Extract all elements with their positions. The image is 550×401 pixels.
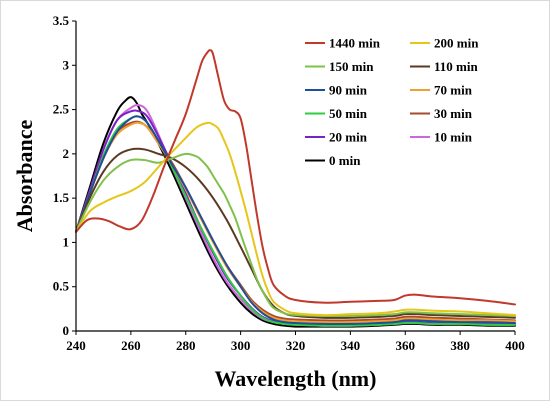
y-tick-label: 2.5 <box>53 102 70 117</box>
legend: 1440 min 200 min 150 min 110 min 90 min 70 mi… <box>305 36 479 168</box>
legend-label: 70 min <box>434 83 473 98</box>
series-line-70-min <box>75 121 516 324</box>
legend-label: 20 min <box>329 130 368 145</box>
series-line-110-min <box>75 147 516 319</box>
legend-item-200-min: 200 min <box>410 36 479 51</box>
series-line-90-min <box>75 115 516 326</box>
legend-label: 1440 min <box>329 36 381 51</box>
legend-item-30-min: 30 min <box>410 106 473 121</box>
legend-label: 90 min <box>329 83 368 98</box>
x-tick-label: 340 <box>341 338 361 353</box>
y-tick-label: 3 <box>63 57 70 72</box>
legend-label: 150 min <box>329 59 374 74</box>
x-tick-label: 320 <box>286 338 306 353</box>
legend-item-70-min: 70 min <box>410 83 473 98</box>
legend-label: 10 min <box>434 130 473 145</box>
x-tick-label: 240 <box>66 338 86 353</box>
legend-label: 200 min <box>434 36 479 51</box>
legend-item-1440-min: 1440 min <box>305 36 381 51</box>
x-tick-label: 360 <box>396 338 416 353</box>
legend-item-10-min: 10 min <box>410 130 473 145</box>
series-line-150-min <box>75 152 516 318</box>
x-axis-title: Wavelength (nm) <box>215 366 377 391</box>
x-tick-label: 400 <box>505 338 525 353</box>
x-tick-label: 280 <box>176 338 196 353</box>
x-tick-label: 260 <box>121 338 141 353</box>
legend-item-150-min: 150 min <box>305 59 374 74</box>
y-tick-label: 3.5 <box>53 13 70 28</box>
y-tick-label: 1.5 <box>53 190 70 205</box>
y-tick-label: 0.5 <box>53 279 70 294</box>
legend-item-90-min: 90 min <box>305 83 368 98</box>
legend-label: 50 min <box>329 106 368 121</box>
series-line-30-min <box>75 120 516 322</box>
x-axis-ticks: 240 260 280 300 320 340 360 380 400 <box>66 331 525 353</box>
legend-label: 30 min <box>434 106 473 121</box>
legend-item-50-min: 50 min <box>305 106 368 121</box>
legend-label: 110 min <box>434 59 478 74</box>
y-tick-label: 2 <box>63 146 70 161</box>
legend-item-0-min: 0 min <box>305 153 361 168</box>
series-line-200-min <box>75 121 516 317</box>
legend-item-20-min: 20 min <box>305 130 368 145</box>
y-tick-label: 0 <box>63 323 70 338</box>
y-tick-label: 1 <box>63 234 70 249</box>
y-axis-ticks: 0 0.5 1 1.5 2 2.5 3 3.5 <box>53 13 76 338</box>
x-tick-label: 300 <box>231 338 251 353</box>
x-tick-label: 380 <box>450 338 470 353</box>
y-axis-title: Absorbance <box>12 120 37 233</box>
legend-label: 0 min <box>329 153 361 168</box>
series-curves <box>75 49 516 328</box>
legend-item-110-min: 110 min <box>410 59 478 74</box>
series-line-1440-min <box>75 49 516 306</box>
